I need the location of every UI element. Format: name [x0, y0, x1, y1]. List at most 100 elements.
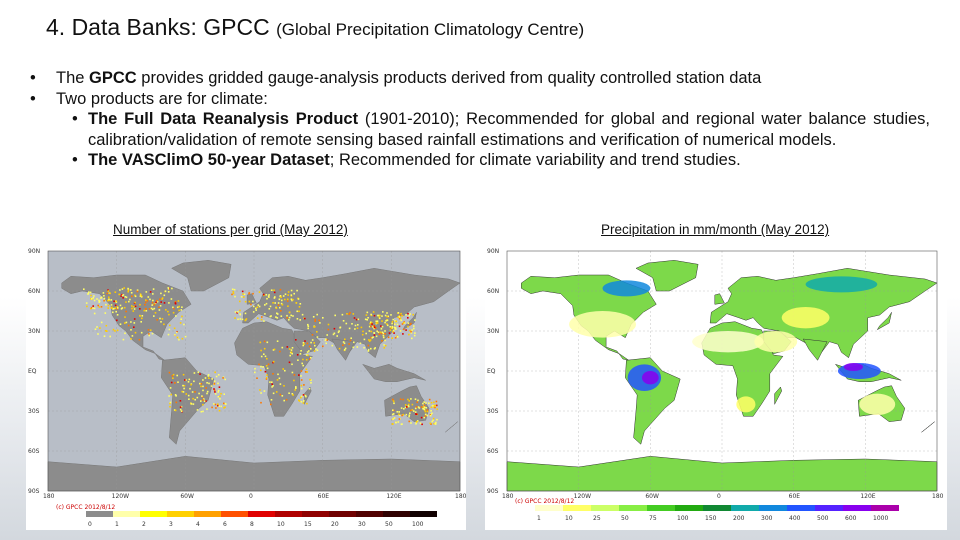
lat-label: 30S [487, 408, 499, 415]
legend-label: 50 [385, 521, 393, 528]
legend-label: 1 [115, 521, 119, 528]
left-map-caption: Number of stations per grid (May 2012) [113, 222, 348, 237]
lon-label: 60E [789, 493, 801, 500]
legend-swatch [815, 505, 843, 511]
land-madagascar [774, 386, 782, 405]
legend-label: 50 [621, 515, 629, 522]
legend-swatch [167, 511, 194, 517]
lon-label: 60W [180, 493, 194, 500]
precip-patches [569, 276, 896, 415]
land-madagascar [304, 386, 312, 405]
legend-label: 8 [250, 521, 254, 528]
legend-swatch [871, 505, 899, 511]
legend-swatch [140, 511, 167, 517]
lon-label: 120W [112, 493, 129, 500]
lat-label: 60S [28, 448, 40, 455]
legend-swatch [731, 505, 759, 511]
map-stamp: (c) GPCC 2012/8/12 [56, 504, 115, 511]
land-nz [444, 421, 458, 433]
legend-swatch [356, 511, 383, 517]
lat-label: 60S [487, 448, 499, 455]
bullet-two-products: • Two products are for climate: [30, 89, 268, 108]
legend-swatch [329, 511, 356, 517]
legend-swatch [535, 505, 563, 511]
legend-swatch [302, 511, 329, 517]
legend-label: 4 [196, 521, 200, 528]
legend-label: 2 [142, 521, 146, 528]
legend-swatch [275, 511, 302, 517]
lat-labels: 90N 60N 30N EQ 30S 60S 90S [28, 248, 40, 495]
legend-swatch [675, 505, 703, 511]
lat-label: 60N [487, 288, 499, 295]
legend-label: 100 [412, 521, 424, 528]
lat-label: 30N [28, 328, 40, 335]
right-map-caption: Precipitation in mm/month (May 2012) [601, 222, 830, 237]
lon-labels: 180 120W 60W 0 60E 120E 180 [43, 493, 466, 500]
lat-label: 90S [487, 488, 499, 495]
legend-label: 1 [537, 515, 541, 522]
legend-swatch [86, 511, 113, 517]
bullet-full-data: • The Full Data Reanalysis Product (1901… [72, 110, 930, 149]
legend-swatch [647, 505, 675, 511]
legend-label: 3 [169, 521, 173, 528]
lat-label: 30S [28, 408, 40, 415]
slide-title: 4. Data Banks: GPCC (Global Precipitatio… [46, 14, 584, 41]
lon-label: 180 [455, 493, 466, 500]
legend-label: 1000 [873, 515, 888, 522]
legend: 0 1 2 3 4 6 8 10 15 20 30 50 100 [86, 511, 437, 528]
legend-label: 20 [331, 521, 339, 528]
station-count-map: 90N 60N 30N EQ 30S 60S 90S 180 120W 60W 0 60E 120E 1… [26, 243, 466, 530]
legend-swatch [843, 505, 871, 511]
lat-label: 60N [28, 288, 40, 295]
land-india [802, 338, 828, 361]
title-subtitle: (Global Precipitation Climatology Centre… [276, 20, 585, 39]
land-australia [384, 385, 430, 422]
legend-swatch [248, 511, 275, 517]
legend-swatch [194, 511, 221, 517]
legend-swatch [410, 511, 437, 517]
legend-label: 10 [565, 515, 573, 522]
lat-label: 90N [487, 248, 499, 255]
legend-label: 100 [677, 515, 689, 522]
legend-label: 150 [705, 515, 717, 522]
land-indonesia [361, 363, 426, 382]
legend-swatch [221, 511, 248, 517]
land-africa [234, 321, 313, 417]
land-greenland [635, 260, 699, 292]
legend-swatch [787, 505, 815, 511]
legend-swatch [619, 505, 647, 511]
lon-label: 120E [860, 493, 875, 500]
lon-label: 180 [932, 493, 944, 500]
legend-label: 400 [789, 515, 801, 522]
lon-label: 120W [574, 493, 591, 500]
lat-label: 30N [487, 328, 499, 335]
legend-label: 30 [358, 521, 366, 528]
lon-label: 60E [318, 493, 330, 500]
lon-label: 60W [645, 493, 659, 500]
land-japan [402, 312, 417, 331]
legend-label: 300 [761, 515, 773, 522]
legend-label: 6 [223, 521, 227, 528]
land-greenland [171, 260, 232, 292]
lon-label: 180 [43, 493, 55, 500]
legend-label: 0 [88, 521, 92, 528]
lon-label: 120E [386, 493, 401, 500]
title-main: 4. Data Banks: GPCC [46, 14, 277, 40]
lon-label: 0 [717, 493, 721, 500]
lat-label: 90S [28, 488, 40, 495]
legend-label: 600 [845, 515, 857, 522]
land-north-america [61, 274, 192, 361]
land-uk [714, 293, 725, 305]
bullet-list: • The GPCC provides gridded gauge-analys… [30, 68, 930, 171]
lon-label: 0 [249, 493, 253, 500]
bullet-vasclimo: • The VASClimO 50-year Dataset; Recommen… [72, 151, 741, 169]
lat-label: 90N [28, 248, 40, 255]
land-south-america [161, 357, 215, 445]
legend-label: 15 [304, 521, 312, 528]
legend-swatch [113, 511, 140, 517]
legend-label: 200 [733, 515, 745, 522]
legend-swatch [383, 511, 410, 517]
lon-label: 180 [502, 493, 514, 500]
bullet-gpcc: • The GPCC provides gridded gauge-analys… [30, 69, 762, 87]
legend-swatch [759, 505, 787, 511]
